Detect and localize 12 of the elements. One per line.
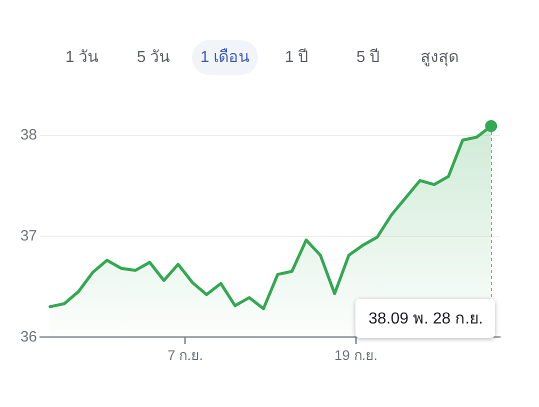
text: 5 ปี — [335, 40, 401, 75]
annotation: 38.09 พ. 28 ก.ย. — [368, 310, 483, 328]
text: 1 วัน — [49, 40, 115, 75]
x-tick-label: 19 ก.ย. — [334, 347, 378, 363]
y-tick-label: 38 — [20, 126, 37, 144]
text: สูงสุด — [406, 40, 472, 75]
text: 5 วัน — [120, 40, 186, 75]
y-tick-label: 37 — [20, 228, 37, 245]
text: 1 ปี — [264, 40, 330, 75]
x-tick-label: 7 ก.ย. — [168, 347, 203, 363]
y-tick-label: 36 — [20, 328, 37, 346]
text: 1 เดือน — [192, 40, 258, 75]
